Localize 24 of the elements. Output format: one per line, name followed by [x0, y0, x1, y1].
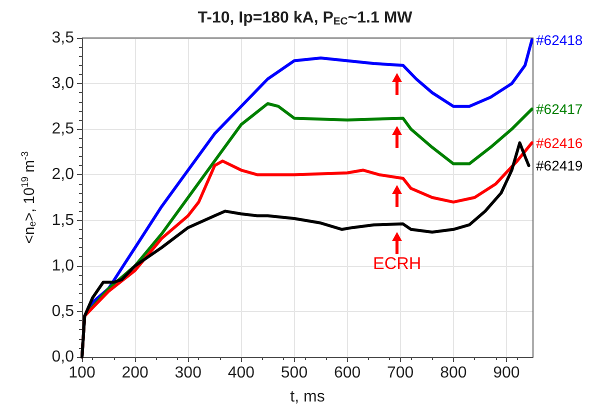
series-label: #62416	[536, 134, 583, 151]
series-label: #62417	[536, 101, 583, 118]
annotation: ECRH	[373, 254, 422, 273]
y-tick-label: 1,5	[52, 212, 74, 229]
series-label: #62419	[536, 158, 583, 174]
x-tick-label: 700	[387, 364, 414, 382]
y-tick-label: 0,0	[52, 348, 74, 366]
y-tick-label: 2,0	[52, 166, 74, 184]
x-tick-label: 200	[122, 364, 149, 382]
y-tick-label: 2,5	[52, 120, 74, 138]
x-tick-label: 800	[440, 364, 467, 382]
y-tick-label: 0,5	[52, 302, 74, 320]
series-label: #62418	[536, 32, 583, 48]
x-tick-label: 400	[228, 364, 255, 382]
x-tick-label: 900	[493, 364, 520, 382]
x-tick-label: 600	[334, 364, 361, 382]
y-axis-title: <ne>, 1019 m-3	[20, 151, 38, 244]
y-tick-label: 3,0	[52, 75, 74, 92]
x-axis-title: t, ms	[290, 388, 325, 406]
x-tick-label: 300	[174, 364, 202, 382]
y-tick-label: 3,5	[52, 30, 74, 46]
y-tick-label: 1,0	[52, 257, 74, 274]
x-tick-label: 500	[280, 364, 308, 382]
x-tick-label: 100	[68, 364, 96, 382]
